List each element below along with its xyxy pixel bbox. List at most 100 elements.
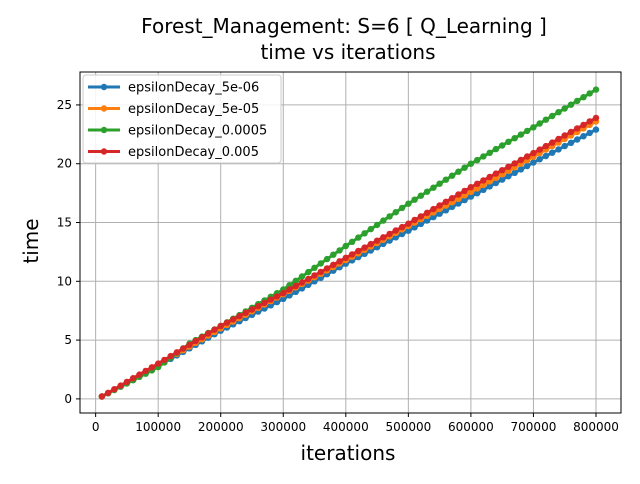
data-point <box>298 279 306 286</box>
data-point <box>455 200 462 207</box>
data-point <box>480 177 487 184</box>
data-point <box>586 118 593 125</box>
data-point <box>423 188 431 195</box>
data-point <box>436 202 443 209</box>
data-point <box>549 139 556 146</box>
data-point <box>392 227 399 234</box>
data-point <box>305 268 312 276</box>
data-point <box>280 289 287 297</box>
series-group <box>98 114 600 400</box>
data-point <box>480 181 487 189</box>
data-point <box>330 261 337 268</box>
data-point <box>580 121 587 129</box>
data-point <box>586 90 593 97</box>
y-tick-label: 15 <box>57 216 72 230</box>
data-point <box>517 156 525 164</box>
x-tick-label: 500000 <box>385 420 431 434</box>
data-point <box>442 198 450 205</box>
y-axis-label: time <box>19 218 43 263</box>
data-point <box>499 142 506 149</box>
data-point <box>386 213 393 220</box>
data-point <box>567 128 575 136</box>
data-point <box>436 180 443 187</box>
data-point <box>448 203 456 211</box>
y-tick-label: 10 <box>57 274 72 288</box>
data-point <box>323 265 331 272</box>
data-point <box>536 156 543 163</box>
y-tick-label: 0 <box>64 392 72 406</box>
x-tick-label: 600000 <box>448 420 494 434</box>
data-point <box>455 168 462 175</box>
data-point <box>530 124 537 131</box>
data-point <box>205 330 212 337</box>
data-point <box>555 146 562 153</box>
data-point <box>311 264 318 271</box>
data-point <box>111 386 118 393</box>
data-point <box>148 364 156 371</box>
data-point <box>561 132 568 139</box>
data-point <box>592 114 600 122</box>
data-point <box>211 326 218 333</box>
data-point <box>180 345 187 352</box>
x-tick-label: 800000 <box>573 420 619 434</box>
data-point <box>555 109 562 116</box>
legend-swatch-marker <box>100 105 108 112</box>
y-tick-label: 5 <box>64 333 72 347</box>
data-point <box>430 184 437 191</box>
data-point <box>317 268 324 276</box>
data-point <box>448 172 456 179</box>
data-point <box>467 193 475 200</box>
data-point <box>461 196 468 204</box>
data-point <box>461 192 468 199</box>
data-point <box>417 213 425 220</box>
axis-ticks: 0 100000 200000 300000 400000 500000 600000 700… <box>57 98 619 434</box>
data-point <box>298 285 306 292</box>
data-point <box>280 295 287 303</box>
data-point <box>423 217 431 224</box>
data-point <box>567 101 575 108</box>
data-point <box>373 237 381 244</box>
data-point <box>330 251 337 258</box>
legend-swatch-marker <box>100 148 108 155</box>
data-point <box>342 242 349 250</box>
data-point <box>567 139 575 146</box>
data-point <box>192 337 199 345</box>
data-point <box>580 133 587 140</box>
data-point <box>336 247 343 254</box>
plot-area-frame <box>79 71 622 414</box>
data-point <box>492 145 500 153</box>
legend: epsilonDecay_5e-06 epsilonDecay_5e-05epsi… <box>82 74 282 164</box>
data-point <box>98 393 106 400</box>
data-point <box>474 180 481 187</box>
data-point <box>580 94 587 101</box>
data-point <box>480 153 487 160</box>
data-point <box>255 303 262 310</box>
data-point <box>186 341 193 348</box>
data-point <box>398 204 406 212</box>
data-point <box>423 209 431 216</box>
data-point <box>167 352 174 360</box>
data-point <box>405 227 412 234</box>
data-point <box>524 153 531 160</box>
data-point <box>436 210 443 217</box>
data-point <box>386 230 393 238</box>
data-point <box>524 162 531 170</box>
data-point <box>261 299 268 307</box>
x-tick-label: 100000 <box>135 420 181 434</box>
x-tick-label: 700000 <box>511 420 557 434</box>
data-point <box>248 306 256 313</box>
data-point <box>542 116 550 123</box>
data-point <box>373 221 381 229</box>
data-point <box>561 142 568 150</box>
data-point <box>348 251 356 258</box>
data-point <box>317 260 324 267</box>
data-point <box>292 282 299 290</box>
data-point <box>517 166 525 173</box>
data-point <box>480 186 487 193</box>
data-point <box>367 240 374 248</box>
data-point <box>499 167 506 174</box>
data-point <box>292 288 299 296</box>
data-point <box>130 375 137 382</box>
data-point <box>417 220 425 228</box>
